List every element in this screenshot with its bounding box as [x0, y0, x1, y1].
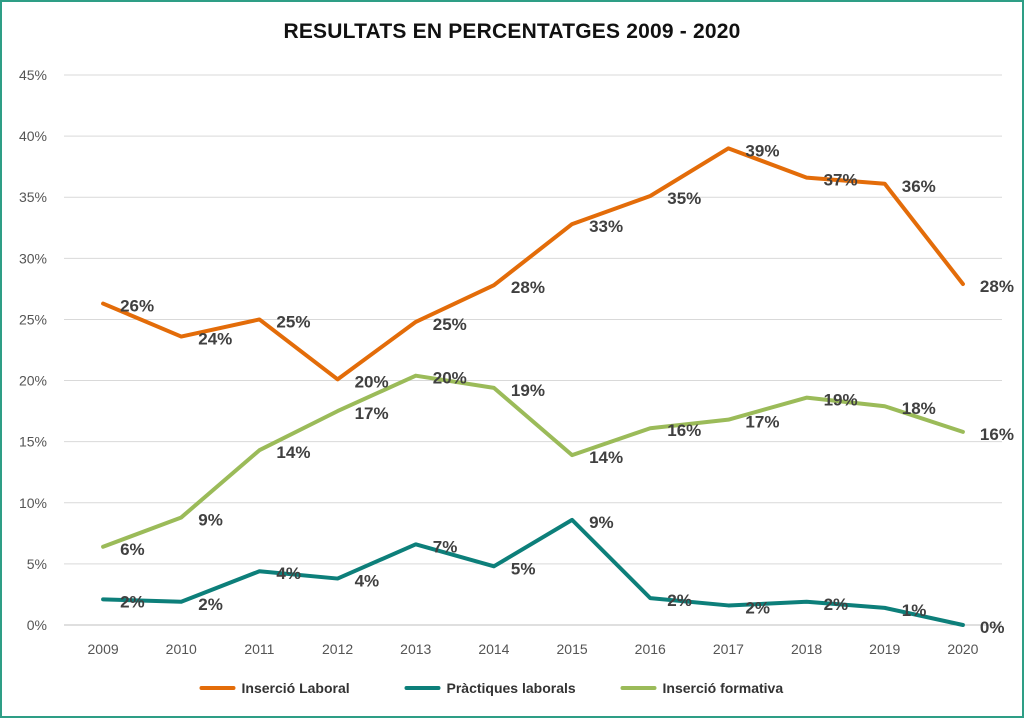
- data-label: 7%: [433, 537, 458, 556]
- data-label: 25%: [433, 315, 467, 334]
- data-label: 4%: [276, 564, 301, 583]
- legend-item: Inserció Laboral: [199, 680, 350, 696]
- data-label: 16%: [980, 425, 1014, 444]
- x-tick-label: 2010: [166, 641, 197, 657]
- data-label: 4%: [355, 572, 380, 591]
- x-tick-label: 2017: [713, 641, 744, 657]
- data-label: 37%: [824, 171, 858, 190]
- data-label: 25%: [276, 312, 310, 331]
- y-tick-label: 30%: [19, 250, 47, 266]
- legend-label: Inserció formativa: [663, 680, 784, 696]
- data-label: 2%: [198, 595, 223, 614]
- data-label: 28%: [511, 278, 545, 297]
- x-tick-label: 2016: [635, 641, 666, 657]
- legend-label: Pràctiques laborals: [447, 680, 576, 696]
- data-label: 14%: [276, 443, 310, 462]
- data-label: 9%: [589, 513, 614, 532]
- x-tick-label: 2009: [88, 641, 119, 657]
- y-tick-label: 45%: [19, 67, 47, 83]
- series-line: [101, 146, 965, 382]
- y-tick-label: 15%: [19, 434, 47, 450]
- data-label: 5%: [511, 559, 536, 578]
- data-label: 35%: [667, 189, 701, 208]
- data-label: 0%: [980, 618, 1005, 637]
- chart-title: RESULTATS EN PERCENTATGES 2009 - 2020: [283, 20, 741, 43]
- y-tick-label: 20%: [19, 373, 47, 389]
- data-label: 9%: [198, 510, 223, 529]
- data-label: 2%: [667, 591, 692, 610]
- data-label: 36%: [902, 177, 936, 196]
- series-line: [101, 373, 965, 549]
- x-tick-label: 2014: [478, 641, 509, 657]
- x-tick-label: 2013: [400, 641, 431, 657]
- x-axis: 2009 2010 2011 2012 2013 2014 2015 2016 2017 2018…: [88, 641, 979, 657]
- y-tick-label: 0%: [27, 617, 47, 633]
- y-tick-label: 5%: [27, 556, 47, 572]
- data-label: 19%: [511, 381, 545, 400]
- y-axis: 0% 5% 10% 15% 20% 25% 30% 35% 40% 45%: [19, 67, 47, 633]
- legend: Inserció Laboral Pràctiques laborals Inser…: [199, 680, 784, 696]
- legend-item: Inserció formativa: [620, 680, 784, 696]
- x-tick-label: 2020: [947, 641, 978, 657]
- data-label: 2%: [745, 598, 770, 617]
- y-tick-label: 35%: [19, 189, 47, 205]
- series-lines: [101, 146, 965, 627]
- data-label: 33%: [589, 217, 623, 236]
- data-label: 24%: [198, 330, 232, 349]
- data-label: 6%: [120, 540, 145, 559]
- data-label: 19%: [824, 391, 858, 410]
- y-tick-label: 10%: [19, 495, 47, 511]
- data-label: 2%: [120, 592, 145, 611]
- data-label: 28%: [980, 277, 1014, 296]
- data-label: 17%: [355, 404, 389, 423]
- y-tick-label: 40%: [19, 128, 47, 144]
- data-label: 14%: [589, 448, 623, 467]
- data-label: 26%: [120, 297, 154, 316]
- data-label: 20%: [355, 372, 389, 391]
- x-tick-label: 2019: [869, 641, 900, 657]
- gridlines: [64, 74, 1002, 626]
- data-label: 1%: [902, 601, 927, 620]
- x-tick-label: 2015: [557, 641, 588, 657]
- series-line: [101, 517, 965, 627]
- data-label: 18%: [902, 399, 936, 418]
- legend-item: Pràctiques laborals: [404, 680, 576, 696]
- x-tick-label: 2011: [244, 641, 274, 657]
- data-label: 39%: [745, 141, 779, 160]
- y-tick-label: 25%: [19, 311, 47, 327]
- x-tick-label: 2018: [791, 641, 822, 657]
- legend-label: Inserció Laboral: [242, 680, 350, 696]
- data-label: 16%: [667, 421, 701, 440]
- x-tick-label: 2012: [322, 641, 353, 657]
- data-labels: 26% 24% 25% 20% 25% 28% 33% 35% 39% 37% 36% 28% 2% 2%…: [120, 141, 1014, 637]
- data-label: 2%: [824, 595, 849, 614]
- data-label: 20%: [433, 369, 467, 388]
- data-label: 17%: [745, 413, 779, 432]
